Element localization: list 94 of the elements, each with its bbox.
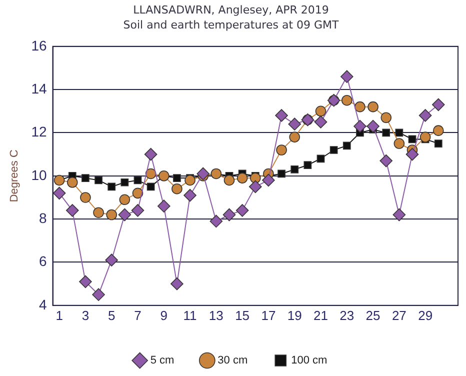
y-tick-label: 4 (38, 296, 47, 312)
point (342, 142, 351, 150)
point (66, 176, 78, 188)
point (340, 70, 354, 84)
point (432, 98, 445, 112)
point (290, 165, 299, 174)
point (108, 182, 116, 191)
x-tick-label: 9 (160, 308, 168, 323)
point (80, 192, 91, 203)
y-tick-label: 6 (38, 253, 47, 270)
point (146, 182, 155, 191)
point (248, 180, 262, 194)
point (316, 154, 325, 163)
x-tick-label: 15 (235, 308, 250, 323)
point (395, 128, 404, 137)
point (94, 176, 102, 184)
point (330, 146, 338, 154)
point (82, 174, 90, 182)
x-tick-label: 21 (314, 308, 328, 323)
point (144, 148, 158, 161)
y-tick-label: 12 (31, 124, 47, 140)
point (119, 194, 130, 206)
point (406, 148, 419, 161)
x-tick-label: 17 (261, 308, 276, 323)
point (262, 174, 275, 187)
x-tick-label: 25 (366, 308, 380, 323)
point (131, 204, 144, 217)
chart-subtitle: Soil and earth temperatures at 09 GMT (123, 18, 340, 32)
chart-title: LLANSADWRN, Anglesey, APR 2019 (133, 3, 329, 16)
point (380, 154, 393, 168)
legend-label: 5 cm (150, 354, 174, 367)
point (120, 178, 129, 186)
x-tick-label: 3 (82, 308, 90, 323)
point (250, 172, 261, 184)
point (275, 109, 288, 122)
y-tick-label: 8 (38, 210, 47, 226)
x-tick-label: 29 (418, 308, 433, 323)
point (354, 101, 366, 112)
x-tick-label: 1 (56, 308, 63, 323)
point (432, 125, 444, 136)
point (170, 277, 184, 290)
point (288, 118, 301, 130)
point (93, 207, 104, 218)
legend-label: 100 cm (291, 354, 328, 367)
point (354, 120, 366, 133)
point (157, 200, 170, 213)
point (134, 176, 142, 184)
point (52, 186, 66, 200)
point (184, 188, 196, 202)
point (434, 140, 442, 148)
point (118, 208, 132, 222)
y-tick-label: 16 (31, 37, 47, 54)
point (368, 101, 378, 112)
point (314, 116, 328, 128)
y-tick-label: 14 (31, 80, 47, 96)
point (196, 167, 210, 180)
y-tick-label: 10 (31, 166, 47, 183)
point (420, 132, 431, 142)
point (408, 135, 416, 144)
x-tick-label: 7 (134, 308, 142, 323)
point (106, 209, 117, 220)
y-axis-title: Degrees C (8, 150, 21, 202)
x-tick-label: 19 (287, 308, 302, 323)
point (341, 94, 352, 106)
point (210, 214, 223, 228)
point (224, 174, 235, 186)
point (92, 288, 105, 302)
point (366, 120, 380, 133)
point (315, 106, 326, 117)
point (173, 174, 181, 182)
point (79, 275, 92, 288)
x-tick-label: 23 (340, 308, 354, 323)
point (380, 112, 392, 124)
point (236, 172, 248, 184)
x-tick-label: 5 (108, 308, 116, 323)
point (382, 128, 390, 137)
point (392, 208, 406, 222)
x-tick-label: 11 (183, 308, 197, 323)
point (172, 183, 182, 194)
point (66, 204, 79, 217)
point (184, 174, 196, 186)
point (105, 254, 118, 266)
point (289, 132, 300, 142)
point (418, 109, 432, 122)
point (236, 204, 249, 217)
point (278, 170, 286, 178)
point (222, 208, 236, 222)
point (132, 188, 144, 199)
legend-label: 30 cm (218, 354, 248, 367)
x-tick-label: 13 (208, 308, 224, 323)
point (276, 144, 287, 156)
point (304, 161, 312, 170)
point (394, 138, 405, 149)
x-tick-label: 27 (392, 308, 406, 323)
